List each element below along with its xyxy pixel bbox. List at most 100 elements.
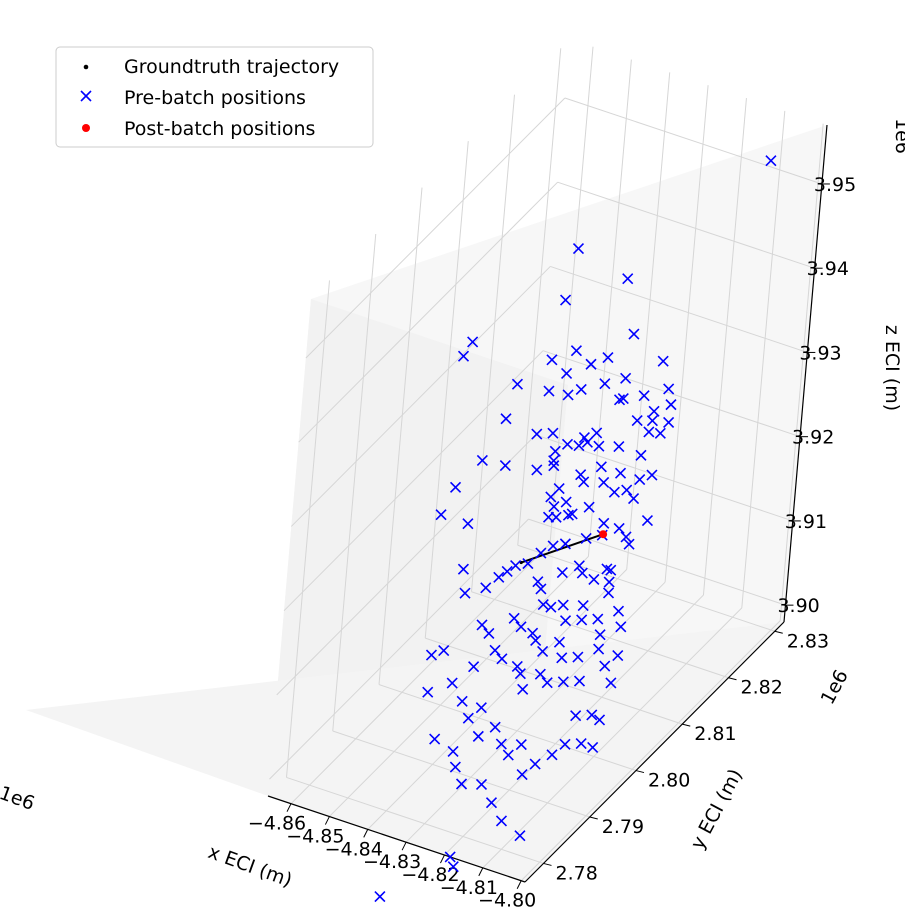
prebatch-x-stroke — [572, 243, 585, 255]
y-grid-floor-2 — [378, 684, 637, 772]
prebatch-point — [586, 709, 598, 721]
z-tick-label: 3.94 — [807, 258, 849, 280]
prebatch-point — [495, 815, 508, 827]
x-tick-mark — [324, 816, 330, 825]
x-grid-back-0 — [549, 46, 594, 544]
prebatch-x-stroke — [516, 768, 528, 781]
prebatch-x-stroke — [573, 560, 585, 572]
prebatch-point — [570, 710, 582, 722]
prebatch-point — [612, 649, 624, 662]
x-tick-label: −4.80 — [478, 890, 536, 912]
prebatch-x-stroke — [576, 614, 588, 626]
x-tick-mark — [440, 854, 445, 864]
prebatch-point — [547, 427, 559, 439]
prebatch-point — [631, 414, 643, 427]
prebatch-x-stroke — [543, 385, 555, 397]
x-grid-back-4 — [702, 98, 747, 596]
y-tick-mark — [543, 862, 552, 866]
prebatch-x-stroke — [575, 737, 587, 750]
prebatch-x-stroke — [485, 797, 498, 809]
x-grid-floor-4 — [444, 594, 704, 856]
prebatch-point — [575, 469, 587, 481]
prebatch-x-stroke — [531, 428, 543, 440]
x-tick-label: −4.81 — [440, 877, 498, 899]
prebatch-x-stroke — [591, 427, 603, 439]
prebatch-point — [570, 345, 582, 357]
prebatch-x-stroke — [583, 501, 595, 513]
floor-pane — [26, 622, 784, 882]
prebatch-x-stroke — [522, 557, 534, 570]
prebatch-point — [545, 601, 557, 613]
prebatch-point — [537, 598, 549, 611]
z-grid-side-5 — [305, 97, 566, 359]
prebatch-x-stroke — [535, 547, 547, 559]
prebatch-x-stroke — [557, 676, 569, 688]
prebatch-point — [572, 651, 584, 663]
prebatch-x-stroke — [598, 517, 610, 529]
prebatch-x-stroke — [634, 474, 646, 486]
prebatch-point — [577, 599, 589, 612]
prebatch-x-stroke — [496, 653, 508, 665]
prebatch-x-stroke — [605, 564, 617, 576]
tick-labels: −4.86−4.85−4.84−4.83−4.82−4.81−4.80 2.78 2… — [248, 174, 856, 912]
prebatch-x-stroke — [547, 427, 559, 439]
prebatch-x-stroke — [594, 629, 606, 641]
prebatch-x-stroke — [542, 511, 555, 523]
y-offset-label: 1e6 — [817, 666, 853, 708]
prebatch-x-stroke — [586, 709, 598, 721]
prebatch-x-stroke — [602, 587, 615, 599]
data-marks — [374, 155, 777, 903]
z-grid-back-2 — [542, 350, 801, 438]
prebatch-point — [489, 721, 501, 733]
y-axis-line — [524, 621, 785, 883]
prebatch-point — [634, 474, 646, 486]
prebatch-point — [623, 538, 635, 550]
prebatch-x-stroke — [580, 532, 592, 545]
prebatch-x-stroke — [514, 668, 526, 680]
prebatch-point — [601, 563, 613, 575]
legend-label-postbatch: Post-batch positions — [124, 118, 315, 140]
prebatch-x-stroke — [455, 778, 468, 790]
prebatch-point — [455, 778, 468, 790]
prebatch-x-stroke — [557, 599, 569, 611]
prebatch-point — [605, 677, 617, 689]
prebatch-x-stroke — [560, 367, 573, 379]
prebatch-x-stroke — [605, 677, 617, 689]
x-tick-label: −4.82 — [401, 864, 459, 886]
y-grid-side-3 — [424, 141, 469, 639]
prebatch-point — [527, 627, 539, 639]
prebatch-point — [496, 653, 508, 665]
prebatch-x-stroke — [598, 476, 610, 488]
prebatch-x-stroke — [462, 518, 474, 530]
prebatch-point — [374, 891, 386, 903]
prebatch-point — [576, 567, 588, 579]
x-grid-back-5 — [741, 110, 786, 608]
prebatch-x-stroke — [613, 394, 626, 406]
prebatch-point — [566, 508, 578, 520]
prebatch-point — [602, 587, 615, 599]
x-axis-line — [267, 795, 526, 883]
z-axis-label: z ECI (m) — [881, 325, 903, 411]
legend-label-prebatch: Pre-batch positions — [124, 87, 306, 109]
prebatch-point — [467, 336, 479, 348]
prebatch-point — [648, 405, 660, 417]
y-grid-floor-0 — [286, 776, 544, 864]
prebatch-point — [429, 733, 441, 745]
prebatch-point — [602, 351, 614, 364]
z-grid-side-0 — [269, 518, 529, 780]
prebatch-x-stroke — [612, 649, 624, 662]
y-axis-label: y ECI (m) — [686, 765, 747, 853]
prebatch-x-stroke — [537, 598, 549, 611]
prebatch-x-stroke — [570, 345, 582, 357]
y-grid-side-5 — [517, 48, 562, 546]
axes-lines — [267, 124, 830, 889]
z-grid-side-2 — [283, 350, 544, 612]
prebatch-point — [556, 567, 568, 579]
prebatch-x-stroke — [648, 405, 660, 417]
prebatch-point — [493, 571, 505, 583]
prebatch-point — [591, 427, 603, 439]
prebatch-point — [549, 445, 561, 457]
prebatch-x-stroke — [467, 336, 479, 348]
prebatch-x-stroke — [561, 438, 574, 450]
prebatch-x-stroke — [592, 613, 604, 625]
